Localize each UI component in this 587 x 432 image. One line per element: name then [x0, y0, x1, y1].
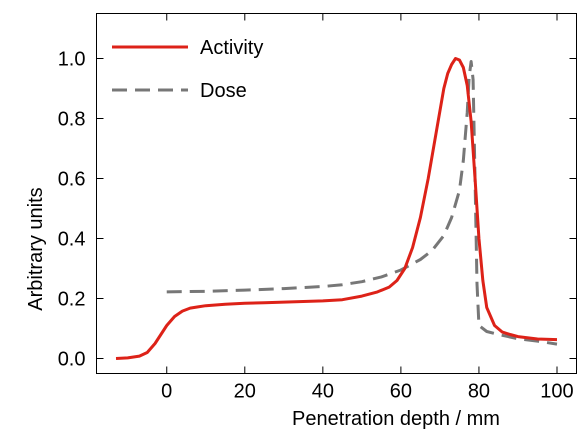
x-tick-label: 100 — [540, 381, 573, 403]
x-tick-label: 80 — [468, 381, 490, 403]
y-tick-label: 0.6 — [58, 169, 86, 191]
legend: Activity Dose — [112, 37, 263, 102]
y-tick-label: 0.2 — [58, 289, 86, 311]
series-layer — [115, 57, 558, 360]
y-axis-title: Arbitrary units — [25, 187, 47, 310]
series-line-dose — [166, 60, 558, 346]
ticks-layer: 0 20 40 60 80 100 0.0 0.2 0.4 0.6 0.8 1.0 — [58, 13, 577, 403]
plot-frame — [96, 13, 577, 374]
x-tick-label: 20 — [234, 381, 256, 403]
x-tick-label: 0 — [161, 381, 172, 403]
y-tick-label: 0.4 — [58, 229, 86, 251]
x-tick-label: 60 — [390, 381, 412, 403]
y-tick-label: 1.0 — [58, 49, 86, 71]
y-tick-label: 0.0 — [58, 349, 86, 371]
y-tick-label: 0.8 — [58, 109, 86, 131]
legend-label-activity: Activity — [200, 37, 263, 59]
legend-label-dose: Dose — [200, 80, 247, 102]
series-line-activity — [115, 57, 558, 360]
x-axis-title: Penetration depth / mm — [292, 408, 500, 430]
x-tick-label: 40 — [312, 381, 334, 403]
